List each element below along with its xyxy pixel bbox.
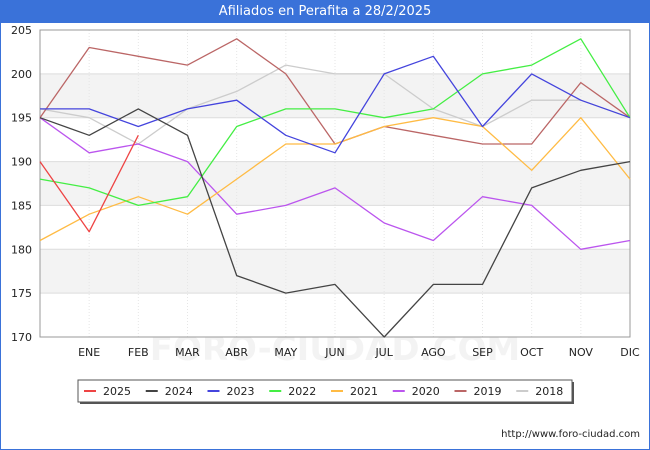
series-line-2022 <box>39 38 631 207</box>
legend-label-2020: 2020 <box>412 385 440 398</box>
chart-title: Afiliados en Perafita a 28/2/2025 <box>1 1 649 23</box>
y-tick-label: 170 <box>11 331 32 344</box>
x-tick-label: JUL <box>374 346 393 359</box>
legend-label-2018: 2018 <box>535 385 563 398</box>
series-line-2023 <box>40 55 631 154</box>
series-line-2025 <box>39 135 139 233</box>
x-tick-label: MAR <box>175 346 200 359</box>
x-tick-label: AGO <box>421 346 446 359</box>
plot-border <box>39 29 631 338</box>
legend: 2025 2024 2023 2022 2021 2020 2019 2018 <box>77 379 574 404</box>
x-tick-label: ABR <box>225 346 248 359</box>
x-tick-label: JUN <box>324 346 345 359</box>
legend-label-2024: 2024 <box>165 385 193 398</box>
legend-label-2022: 2022 <box>288 385 316 398</box>
series-line-2024 <box>39 108 631 338</box>
footer-url[interactable]: http://www.foro-ciudad.com <box>501 429 640 440</box>
axes: 170 175 180 185 190 195 200 205 ENE FEB MAR ABR MAY J… <box>11 24 640 359</box>
x-tick-label: ENE <box>78 346 100 359</box>
series-line-2021 <box>39 117 631 242</box>
series-lines <box>39 38 631 338</box>
legend-label-2019: 2019 <box>474 385 502 398</box>
x-tick-label: OCT <box>520 346 543 359</box>
y-tick-label: 205 <box>11 24 32 37</box>
legend-label-2023: 2023 <box>227 385 255 398</box>
y-tick-label: 180 <box>11 243 32 256</box>
x-tick-label: MAY <box>274 346 297 359</box>
y-tick-label: 190 <box>11 156 32 169</box>
x-tick-label: SEP <box>472 346 493 359</box>
x-tick-label: NOV <box>569 346 594 359</box>
x-tick-label: DIC <box>620 346 640 359</box>
legend-box <box>77 379 573 403</box>
y-tick-label: 195 <box>11 112 32 125</box>
legend-label-2025: 2025 <box>103 385 131 398</box>
y-tick-label: 200 <box>11 68 32 81</box>
series-line-2020 <box>39 117 631 250</box>
legend-label-2021: 2021 <box>350 385 378 398</box>
y-tick-label: 175 <box>11 287 32 300</box>
y-tick-label: 185 <box>11 199 32 212</box>
x-tick-label: FEB <box>128 346 149 359</box>
